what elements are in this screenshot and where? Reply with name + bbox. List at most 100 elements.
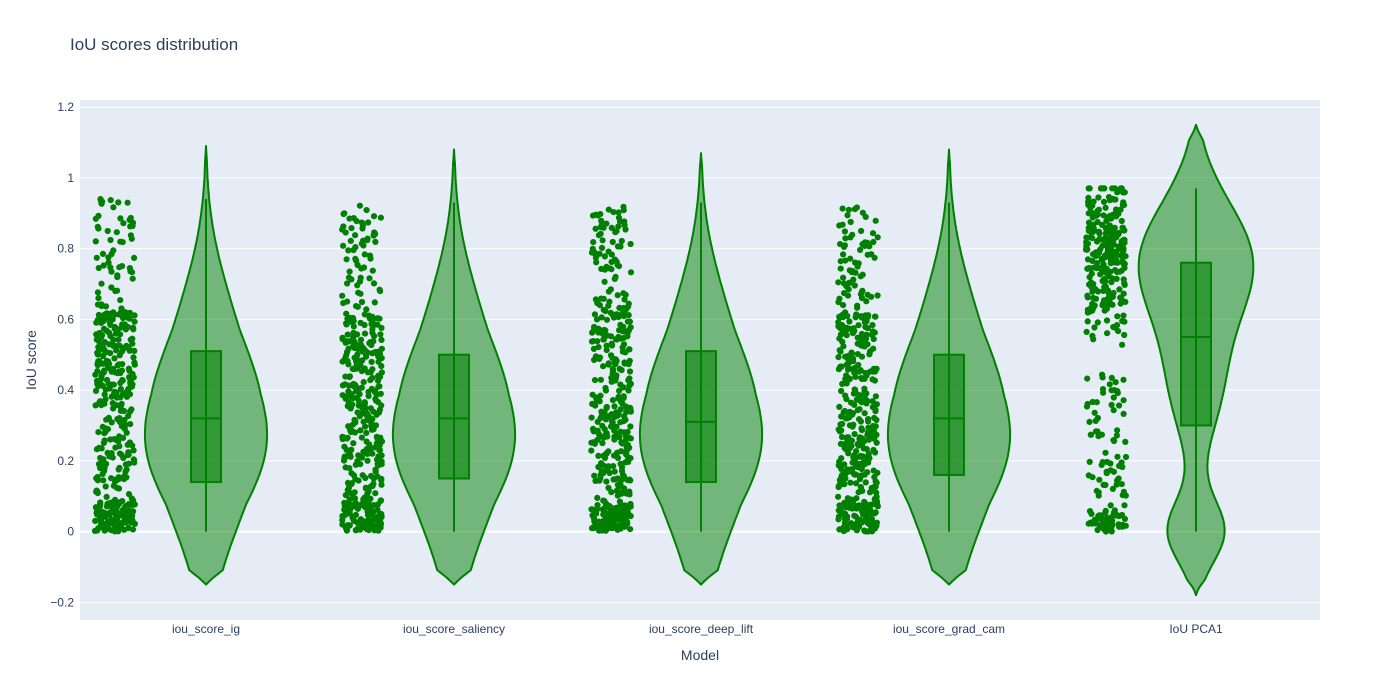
- data-point: [129, 222, 136, 229]
- data-point: [124, 199, 131, 206]
- data-point: [369, 425, 376, 432]
- data-point: [117, 215, 124, 222]
- data-point: [129, 442, 136, 449]
- data-point: [1089, 332, 1096, 339]
- data-point: [1103, 226, 1110, 234]
- data-point: [843, 504, 850, 511]
- data-point: [1096, 236, 1103, 243]
- data-point: [346, 373, 353, 380]
- data-point: [1121, 239, 1128, 246]
- data-point: [615, 395, 622, 402]
- data-point: [621, 360, 628, 367]
- data-point: [119, 376, 126, 384]
- data-point: [1118, 459, 1125, 466]
- data-point: [1083, 246, 1091, 253]
- data-point: [349, 421, 356, 428]
- data-point: [343, 435, 350, 442]
- data-point: [1102, 449, 1109, 456]
- data-point: [1122, 453, 1130, 461]
- data-point: [1108, 528, 1115, 535]
- data-point: [102, 386, 109, 393]
- data-point: [610, 209, 617, 216]
- data-point: [596, 302, 604, 309]
- data-point: [602, 413, 609, 420]
- data-point: [127, 214, 134, 222]
- data-point: [111, 388, 118, 395]
- data-point: [1114, 389, 1121, 397]
- data-point: [124, 386, 132, 393]
- data-point: [623, 450, 630, 458]
- data-point: [348, 490, 355, 497]
- data-point: [101, 467, 108, 474]
- data-point: [351, 344, 358, 352]
- data-point: [1103, 217, 1110, 224]
- data-point: [376, 383, 383, 390]
- data-point: [837, 440, 845, 447]
- data-point: [370, 280, 378, 287]
- data-point: [1086, 185, 1093, 192]
- data-point: [591, 311, 599, 318]
- data-point: [1093, 260, 1101, 267]
- data-point: [348, 470, 355, 477]
- data-point: [870, 238, 877, 246]
- y-tick-label: 0: [67, 525, 74, 539]
- data-point: [619, 328, 627, 335]
- data-point: [370, 508, 377, 516]
- data-point: [835, 426, 842, 433]
- data-point: [100, 325, 108, 332]
- data-point: [113, 526, 120, 533]
- data-point: [858, 374, 865, 382]
- data-point: [339, 226, 346, 233]
- data-point: [116, 450, 124, 457]
- data-point: [105, 254, 112, 261]
- data-point: [1086, 508, 1094, 515]
- data-point: [131, 318, 138, 325]
- data-point: [588, 414, 595, 421]
- data-point: [842, 353, 849, 360]
- data-point: [1106, 381, 1113, 388]
- data-point: [858, 313, 865, 320]
- data-point: [350, 503, 357, 510]
- data-point: [341, 455, 348, 462]
- data-point: [92, 238, 99, 245]
- data-point: [860, 445, 867, 452]
- data-point: [101, 311, 108, 318]
- data-point: [129, 275, 136, 282]
- data-point: [350, 440, 357, 447]
- data-point: [1118, 217, 1125, 225]
- data-point: [350, 317, 357, 324]
- data-point: [1120, 247, 1127, 255]
- data-point: [609, 397, 617, 404]
- data-point: [354, 351, 361, 358]
- data-point: [1097, 271, 1104, 278]
- data-point: [856, 416, 863, 423]
- data-point: [869, 404, 876, 411]
- data-point: [617, 506, 624, 513]
- data-point: [614, 449, 621, 456]
- data-point: [853, 396, 860, 403]
- data-point: [859, 288, 866, 295]
- data-point: [835, 516, 842, 523]
- data-point: [1092, 285, 1099, 293]
- data-point: [609, 238, 616, 246]
- data-point: [1100, 481, 1107, 488]
- data-point: [116, 352, 123, 359]
- data-point: [594, 494, 601, 501]
- data-point: [92, 504, 99, 511]
- data-point: [598, 521, 606, 529]
- data-point: [105, 415, 112, 422]
- data-point: [1102, 528, 1110, 535]
- data-point: [606, 265, 613, 272]
- data-point: [92, 402, 99, 409]
- data-point: [848, 437, 855, 444]
- data-point: [588, 338, 596, 345]
- data-point: [124, 508, 131, 516]
- data-point: [116, 311, 123, 318]
- data-point: [842, 235, 849, 242]
- data-point: [598, 460, 605, 467]
- data-point: [1096, 476, 1103, 483]
- data-point: [119, 519, 126, 527]
- data-point: [378, 402, 385, 409]
- data-point: [849, 267, 856, 275]
- data-point: [354, 282, 361, 289]
